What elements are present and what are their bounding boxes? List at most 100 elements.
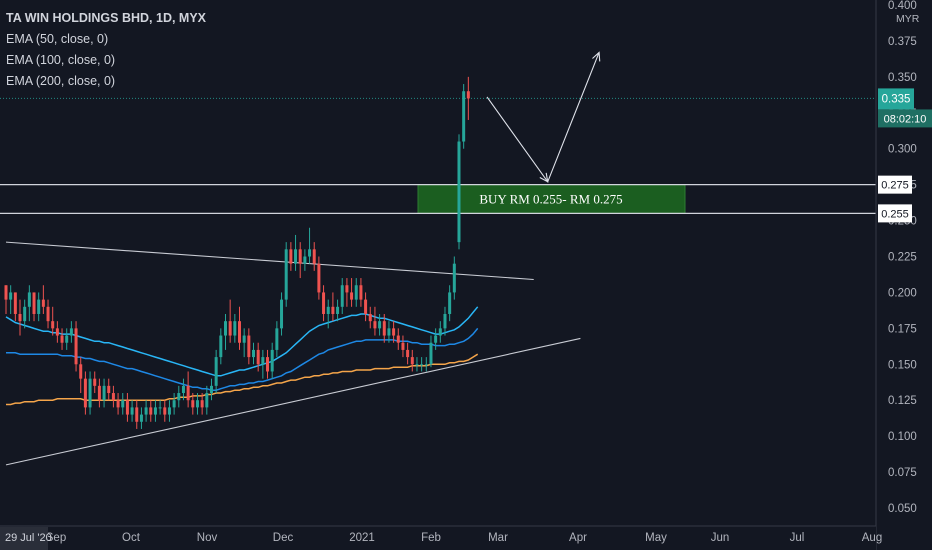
candle-body[interactable] — [172, 400, 176, 408]
candle-body[interactable] — [83, 378, 87, 408]
candle-body[interactable] — [415, 364, 419, 366]
candle-body[interactable] — [69, 328, 73, 336]
candle-body[interactable] — [340, 285, 344, 307]
candle-body[interactable] — [111, 393, 115, 401]
candle-body[interactable] — [331, 306, 335, 314]
candle-body[interactable] — [51, 321, 55, 329]
candle-body[interactable] — [200, 400, 204, 408]
candle-body[interactable] — [443, 313, 447, 329]
candle-body[interactable] — [4, 285, 8, 300]
ema-50-line[interactable] — [5, 306, 479, 377]
candle-body[interactable] — [209, 385, 213, 394]
candle-body[interactable] — [420, 364, 424, 366]
candle-body[interactable] — [280, 299, 284, 329]
candle-body[interactable] — [322, 292, 326, 314]
candle-body[interactable] — [149, 407, 153, 415]
candle-body[interactable] — [223, 321, 227, 336]
candle-body[interactable] — [303, 256, 307, 264]
candle-body[interactable] — [434, 335, 438, 343]
candle-body[interactable] — [144, 407, 148, 415]
candle-body[interactable] — [195, 400, 199, 408]
candle-body[interactable] — [345, 285, 349, 293]
candle-body[interactable] — [93, 378, 97, 386]
candle-body[interactable] — [37, 299, 41, 314]
candle-body[interactable] — [396, 335, 400, 343]
ema-50-legend[interactable]: EMA (50, close, 0) — [6, 32, 109, 46]
candle-body[interactable] — [55, 328, 59, 336]
candle-body[interactable] — [13, 292, 17, 314]
candle-body[interactable] — [191, 400, 195, 408]
candle-body[interactable] — [424, 364, 428, 366]
candle-body[interactable] — [275, 328, 279, 350]
candle-body[interactable] — [130, 407, 134, 415]
candle-body[interactable] — [32, 292, 36, 314]
candle-body[interactable] — [438, 328, 442, 336]
candle-body[interactable] — [270, 349, 274, 372]
candle-body[interactable] — [378, 321, 382, 329]
candle-body[interactable] — [462, 91, 466, 142]
candle-body[interactable] — [74, 328, 78, 365]
trendline-ascending-support[interactable] — [5, 337, 581, 466]
candle-body[interactable] — [27, 292, 31, 307]
candle-body[interactable] — [107, 385, 111, 394]
candle-body[interactable] — [364, 299, 368, 314]
candle-body[interactable] — [242, 335, 246, 343]
candle-body[interactable] — [266, 357, 270, 372]
candle-body[interactable] — [23, 306, 27, 322]
candle-body[interactable] — [167, 407, 171, 415]
candle-body[interactable] — [336, 306, 340, 314]
candle-body[interactable] — [261, 357, 265, 365]
candle-body[interactable] — [79, 364, 83, 379]
candle-body[interactable] — [457, 141, 461, 243]
candle-body[interactable] — [88, 378, 92, 408]
candle-body[interactable] — [60, 335, 64, 343]
candle-body[interactable] — [289, 249, 293, 264]
candle-body[interactable] — [373, 321, 377, 329]
level-badge-0.255[interactable] — [878, 204, 912, 223]
candle-body[interactable] — [97, 385, 101, 401]
candle-body[interactable] — [65, 335, 69, 343]
candle-body[interactable] — [135, 407, 139, 422]
symbol-title[interactable]: TA WIN HOLDINGS BHD, 1D, MYX — [6, 11, 206, 25]
candle-body[interactable] — [18, 313, 22, 322]
candle-body[interactable] — [247, 335, 251, 358]
candle-body[interactable] — [359, 285, 363, 300]
candle-body[interactable] — [177, 393, 181, 401]
candle-body[interactable] — [317, 263, 321, 293]
candle-body[interactable] — [186, 385, 190, 401]
candle-body[interactable] — [466, 91, 470, 99]
ema-200-legend[interactable]: EMA (200, close, 0) — [6, 74, 116, 88]
candle-body[interactable] — [387, 328, 391, 336]
candle-body[interactable] — [116, 400, 120, 408]
candle-body[interactable] — [158, 407, 162, 409]
candle-body[interactable] — [256, 349, 260, 365]
candle-body[interactable] — [298, 249, 302, 264]
candle-body[interactable] — [312, 249, 316, 264]
time-axis-panel[interactable] — [0, 526, 876, 550]
candle-body[interactable] — [252, 349, 256, 358]
candle-body[interactable] — [121, 400, 125, 408]
candle-body[interactable] — [219, 335, 223, 358]
trendline-descending-resistance[interactable] — [5, 241, 534, 281]
ema-100-legend[interactable]: EMA (100, close, 0) — [6, 53, 116, 67]
candle-body[interactable] — [163, 407, 167, 415]
candle-body[interactable] — [452, 263, 456, 293]
candle-body[interactable] — [392, 328, 396, 336]
level-badge-0.275[interactable] — [878, 175, 912, 194]
candle-body[interactable] — [125, 400, 129, 415]
candle-body[interactable] — [41, 299, 45, 307]
candle-body[interactable] — [354, 285, 358, 300]
candle-body[interactable] — [429, 342, 433, 365]
candle-body[interactable] — [308, 249, 312, 257]
candle-body[interactable] — [294, 249, 298, 264]
last-price-badge[interactable] — [878, 88, 914, 110]
candle-body[interactable] — [410, 357, 414, 365]
candle-body[interactable] — [326, 306, 330, 314]
candle-body[interactable] — [368, 313, 372, 322]
candle-body[interactable] — [382, 321, 386, 336]
candle-body[interactable] — [406, 349, 410, 358]
buy-zone-box[interactable] — [417, 184, 686, 214]
candle-body[interactable] — [233, 321, 237, 336]
candle-body[interactable] — [401, 342, 405, 350]
